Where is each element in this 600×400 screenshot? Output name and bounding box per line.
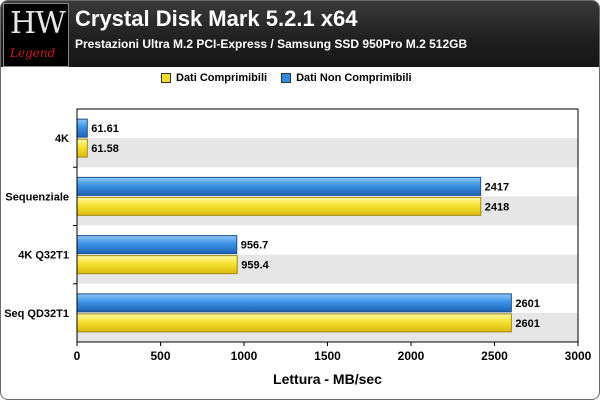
x-tick-label: 1000 (231, 349, 258, 363)
legend-item-compressible: Dati Comprimibili (161, 72, 267, 84)
data-label-compressible: 2418 (485, 201, 509, 213)
legend-label-non-compressible: Dati Non Comprimibili (296, 72, 412, 84)
data-label-compressible: 61.58 (91, 143, 119, 155)
bar-non-compressible (76, 235, 238, 255)
legend-swatch-compressible (161, 73, 171, 83)
bar-non-compressible (76, 176, 482, 196)
bar-compressible (76, 138, 88, 158)
data-label-compressible: 959.4 (241, 260, 269, 272)
logo-subtext: Legend (10, 46, 56, 60)
legend-label-compressible: Dati Comprimibili (176, 72, 268, 84)
x-tick-label: 3000 (565, 349, 592, 363)
data-label-non-compressible: 61.61 (91, 123, 119, 135)
legend-item-non-compressible: Dati Non Comprimibili (281, 72, 412, 84)
row-band (77, 138, 578, 168)
category-label: Sequenziale (5, 191, 69, 203)
bar-compressible (76, 313, 512, 333)
bar-non-compressible (76, 118, 88, 138)
category-label: 4K Q32T1 (18, 250, 69, 262)
data-label-non-compressible: 2601 (515, 298, 539, 310)
x-tick-label: 2000 (398, 349, 425, 363)
x-tick-label: 1500 (314, 349, 341, 363)
data-label-non-compressible: 2417 (485, 181, 509, 193)
chart-title: Crystal Disk Mark 5.2.1 x64 (75, 6, 358, 31)
x-tick-label: 500 (150, 349, 170, 363)
x-axis-title: Lettura - MB/sec (273, 371, 382, 387)
bar-compressible (76, 255, 238, 275)
bar-compressible (76, 196, 482, 216)
header-banner: HW Legend Crystal Disk Mark 5.2.1 x64 Pr… (1, 1, 599, 67)
legend-swatch-non-compressible (281, 73, 292, 83)
site-logo: HW Legend (3, 3, 69, 67)
bar-non-compressible (76, 293, 512, 313)
legend: Dati Comprimibili Dati Non Comprimibili (161, 70, 412, 86)
category-label: Seq QD32T1 (4, 308, 69, 320)
data-label-compressible: 2601 (515, 318, 539, 330)
data-label-non-compressible: 956.7 (241, 240, 269, 252)
logo-text: HW (10, 6, 66, 41)
x-tick-label: 0 (74, 349, 81, 363)
x-tick-label: 2500 (481, 349, 508, 363)
category-label: 4K (55, 133, 69, 145)
chart-subtitle: Prestazioni Ultra M.2 PCI-Express / Sams… (75, 37, 468, 51)
